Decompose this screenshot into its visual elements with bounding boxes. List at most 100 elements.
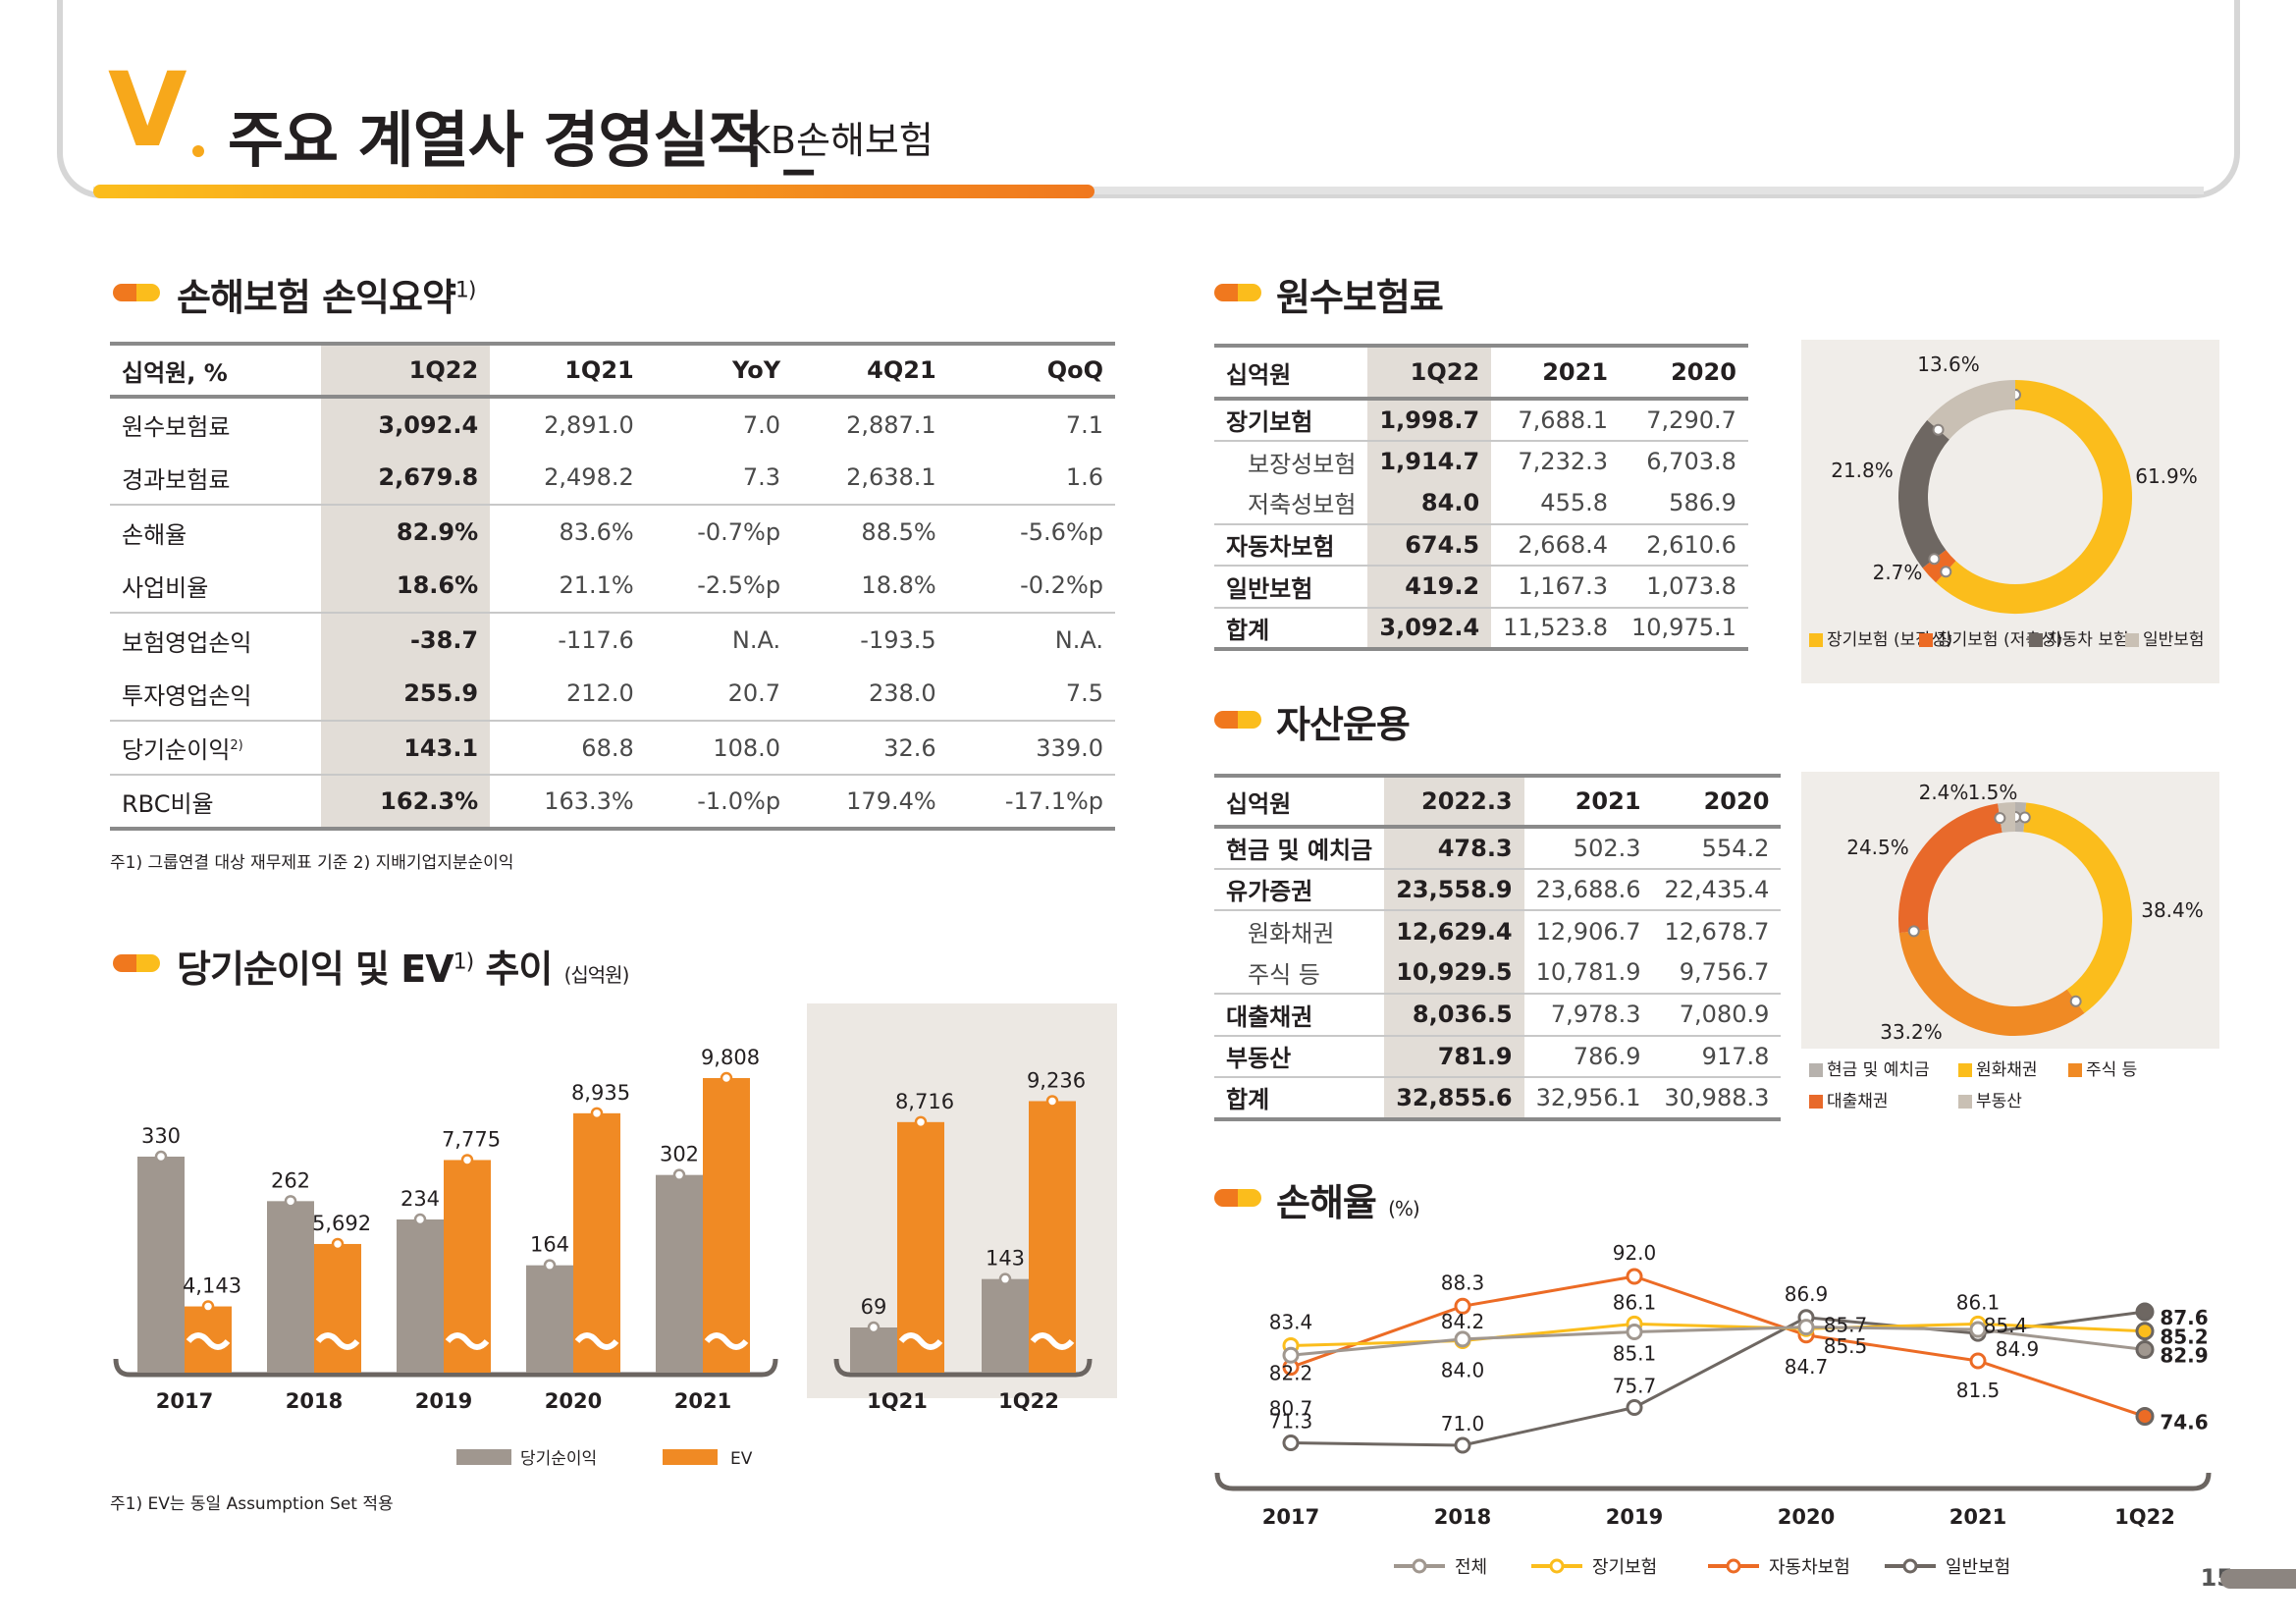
table-cell: 108.0 bbox=[645, 721, 793, 776]
table-cell: 339.0 bbox=[947, 721, 1115, 776]
series-line bbox=[1290, 1310, 2146, 1447]
axis-break-mark bbox=[1030, 1332, 1075, 1350]
point-value-label: 92.0 bbox=[1613, 1241, 1657, 1265]
section-bullet-icon bbox=[113, 284, 160, 301]
x-tick-label: 1Q22 bbox=[998, 1389, 1059, 1413]
row-label: 저축성보험 bbox=[1214, 482, 1368, 525]
ev-bar bbox=[573, 1112, 620, 1373]
ev-marker bbox=[331, 1237, 345, 1251]
net-income-marker bbox=[154, 1150, 168, 1164]
table-row: 주식 등 10,929.5 10,781.9 9,756.7 bbox=[1214, 951, 1782, 995]
net-income-bar bbox=[267, 1201, 314, 1373]
point-value-label: 86.1 bbox=[1613, 1290, 1657, 1314]
table-cell: 82.9% bbox=[320, 505, 491, 559]
header-frame bbox=[57, 0, 2240, 198]
legend-marker bbox=[1726, 1558, 1741, 1574]
table-cell: -17.1%p bbox=[947, 775, 1115, 831]
series-point bbox=[2135, 1340, 2155, 1360]
ev-marker bbox=[914, 1115, 928, 1129]
roman-dot bbox=[192, 145, 204, 157]
table-cell: 7.5 bbox=[947, 667, 1115, 722]
ev-label: 4,143 bbox=[183, 1274, 241, 1298]
donut-slice bbox=[2023, 802, 2132, 1013]
section-bullet-icon bbox=[1214, 711, 1261, 729]
x-tick-label: 2019 bbox=[1606, 1505, 1663, 1529]
row-label: 현금 및 예치금 bbox=[1214, 827, 1385, 870]
legend-swatch-ev bbox=[663, 1449, 718, 1465]
section-bullet-icon bbox=[1214, 1189, 1261, 1207]
point-value-label: 71.3 bbox=[1269, 1410, 1313, 1434]
table-row: 유가증권 23,558.9 23,688.6 22,435.4 bbox=[1214, 868, 1782, 911]
ev-bar bbox=[1029, 1101, 1076, 1373]
table-row: 사업비율 18.6% 21.1% -2.5%p 18.8% -0.2%p bbox=[110, 559, 1115, 614]
legend-label-ev: EV bbox=[730, 1449, 753, 1469]
point-value-label: 81.5 bbox=[1956, 1379, 2001, 1402]
summary-note: 주1) 그룹연결 대상 재무제표 기준 2) 지배기업지분순이익 bbox=[110, 853, 514, 873]
series-point bbox=[2135, 1322, 2155, 1341]
table-cell: 2,891.0 bbox=[544, 410, 634, 439]
table-cell: 23,558.9 bbox=[1384, 868, 1524, 911]
table-cell: 11,523.8 bbox=[1491, 607, 1621, 651]
slice-value-label: 38.4% bbox=[2141, 898, 2204, 922]
premium-legend-4: 일반보험 bbox=[2125, 630, 2205, 651]
table-cell: 23,688.6 bbox=[1523, 868, 1653, 911]
net-income-label: 234 bbox=[400, 1187, 440, 1211]
table-cell: -1.0%p bbox=[645, 775, 793, 831]
table-cell: 20.7 bbox=[645, 667, 793, 722]
point-value-label: 85.4 bbox=[1984, 1314, 2028, 1337]
table-cell: N.A. bbox=[1054, 626, 1103, 654]
series-point bbox=[1626, 1399, 1643, 1417]
net-income-bar bbox=[850, 1327, 897, 1373]
ev-label: 9,808 bbox=[701, 1046, 760, 1069]
table-header-cell: 십억원 bbox=[1214, 774, 1385, 829]
x-tick-label: 1Q21 bbox=[867, 1389, 928, 1413]
asset-legend-4: 대출채권 bbox=[1809, 1092, 1889, 1112]
net-income-label: 262 bbox=[271, 1168, 310, 1192]
ev-marker bbox=[201, 1300, 215, 1313]
net-income-marker bbox=[867, 1321, 881, 1334]
table-header-cell: 1Q22 bbox=[320, 342, 491, 399]
point-value-label: 84.0 bbox=[1441, 1359, 1485, 1382]
table-header-cell: 2022.3 bbox=[1384, 774, 1524, 829]
donut-slice bbox=[1898, 419, 1950, 568]
table-row: 부동산 781.9 786.9 917.8 bbox=[1214, 1035, 1782, 1078]
table-cell: 786.9 bbox=[1523, 1035, 1653, 1078]
table-cell: 7,080.9 bbox=[1652, 994, 1782, 1037]
table-cell: 419.2 bbox=[1367, 566, 1492, 609]
ev-marker bbox=[720, 1071, 733, 1085]
axis-break-mark bbox=[704, 1332, 749, 1350]
assets-title: 자산운용 bbox=[1276, 703, 1411, 746]
net-income-marker bbox=[672, 1168, 686, 1181]
series-point bbox=[1454, 1297, 1471, 1315]
axis-break-mark bbox=[315, 1332, 360, 1350]
table-cell: 7,688.1 bbox=[1491, 399, 1621, 442]
table-cell: 1,167.3 bbox=[1491, 566, 1621, 609]
row-label: 보험영업손익 bbox=[122, 628, 252, 657]
row-label: 보장성보험 bbox=[1248, 450, 1357, 478]
donut-slice bbox=[1898, 803, 2003, 934]
assets-table: 십억원 2022.3 2021 2020 현금 및 예치금 478.3 502.3 554.2… bbox=[1214, 774, 1782, 1121]
table-cell: -38.7 bbox=[320, 613, 491, 667]
point-value-label: 84.2 bbox=[1441, 1310, 1485, 1333]
x-tick-label: 2021 bbox=[1949, 1505, 2006, 1529]
row-label: 원화채권 bbox=[1248, 920, 1335, 948]
axis-break-mark bbox=[186, 1332, 231, 1350]
x-tick-label: 2018 bbox=[286, 1389, 343, 1413]
table-cell: 3,092.4 bbox=[1367, 607, 1492, 651]
net-income-bar bbox=[397, 1219, 444, 1373]
point-value-label: 85.2 bbox=[2160, 1326, 2208, 1349]
slice-boundary-marker bbox=[2069, 995, 2082, 1007]
slice-value-label: 1.5% bbox=[1968, 781, 2018, 804]
table-cell: 32,855.6 bbox=[1384, 1077, 1524, 1121]
series-point bbox=[1282, 1346, 1300, 1364]
table-row: 합계 32,855.6 32,956.1 30,988.3 bbox=[1214, 1077, 1782, 1121]
table-cell: 6,703.8 bbox=[1646, 448, 1736, 476]
series-point bbox=[1282, 1435, 1300, 1452]
ev-bar bbox=[703, 1078, 750, 1373]
legend-swatch-net-income bbox=[456, 1449, 511, 1465]
table-row: 원화채권 12,629.4 12,906.7 12,678.7 bbox=[1214, 910, 1781, 952]
table-cell: 10,929.5 bbox=[1384, 951, 1524, 995]
table-row: 자동차보험 674.5 2,668.4 2,610.6 bbox=[1214, 523, 1748, 567]
table-header-cell: 십억원, % bbox=[110, 342, 321, 399]
table-cell: 162.3% bbox=[320, 775, 491, 831]
